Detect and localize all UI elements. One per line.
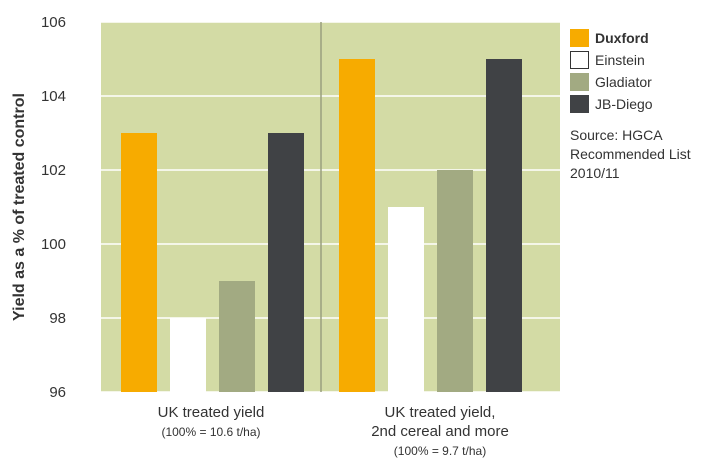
- y-tick-label: 102: [41, 162, 66, 179]
- legend-label-gladiator: Gladiator: [595, 74, 652, 90]
- bar-gladiator: [219, 281, 255, 392]
- bar-duxford: [121, 133, 157, 392]
- legend-swatch-jb-diego: [570, 95, 589, 113]
- bar-einstein: [170, 318, 206, 392]
- y-axis-label: Yield as a % of treated control: [11, 93, 28, 321]
- x-tick-label: (100% = 10.6 t/ha): [161, 425, 260, 439]
- y-tick-label: 100: [41, 236, 66, 253]
- legend-label-einstein: Einstein: [595, 52, 645, 68]
- x-tick-labels: UK treated yield (100% = 10.6 t/ha) UK tre…: [158, 404, 509, 458]
- legend-item-duxford: Duxford: [570, 27, 705, 49]
- y-tick-label: 104: [41, 88, 66, 105]
- legend-label-jb-diego: JB-Diego: [595, 96, 653, 112]
- bar-jb-diego: [486, 59, 522, 392]
- legend-item-gladiator: Gladiator: [570, 71, 705, 93]
- y-tick-label: 106: [41, 14, 66, 31]
- source-line: Recommended List: [570, 146, 691, 162]
- x-tick-label: UK treated yield,: [385, 404, 496, 421]
- x-tick-label: (100% = 9.7 t/ha): [394, 444, 486, 458]
- y-tick-labels: 96 98 100 102 104 106: [41, 14, 66, 401]
- x-tick-label: UK treated yield: [158, 404, 265, 421]
- legend-swatch-duxford: [570, 29, 589, 47]
- bars: [121, 59, 522, 392]
- bar-jb-diego: [268, 133, 304, 392]
- bar-gladiator: [437, 170, 473, 392]
- source-line: Source: HGCA: [570, 127, 663, 143]
- bar-duxford: [339, 59, 375, 392]
- gridlines: [78, 21, 560, 393]
- legend-label-duxford: Duxford: [595, 30, 649, 46]
- y-tick-label: 98: [49, 310, 66, 327]
- legend: Duxford Einstein Gladiator JB-Diego Sour…: [570, 27, 705, 183]
- x-tick-label: 2nd cereal and more: [371, 423, 509, 440]
- legend-item-einstein: Einstein: [570, 49, 705, 71]
- legend-item-jb-diego: JB-Diego: [570, 93, 705, 115]
- legend-swatch-einstein: [570, 51, 589, 69]
- source-line: 2010/11: [570, 165, 620, 181]
- bar-einstein: [388, 207, 424, 392]
- y-tick-label: 96: [49, 384, 66, 401]
- legend-swatch-gladiator: [570, 73, 589, 91]
- source-note: Source: HGCA Recommended List 2010/11: [570, 126, 705, 183]
